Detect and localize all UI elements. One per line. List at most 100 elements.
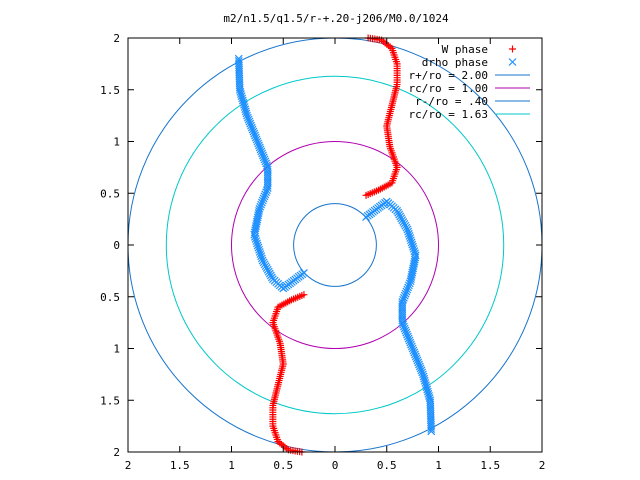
- axis-ticks: 2 1.5 1 0.5 0 0.5 1 1.5 221.510.500.511.52: [100, 32, 545, 472]
- series-1-point-94: [257, 254, 266, 263]
- series-1-point-14: [235, 85, 244, 94]
- series-1-point-86: [409, 244, 418, 253]
- series-1-point-46: [403, 330, 411, 339]
- series-1-point-48: [401, 326, 410, 335]
- series-1-point-44: [257, 147, 266, 156]
- series-1-point-39: [253, 137, 262, 146]
- series-1-point-63: [400, 293, 408, 302]
- series-1-point-40: [254, 139, 263, 148]
- series-1-point-37: [410, 348, 419, 357]
- series-1-point-85: [251, 235, 260, 243]
- series-1-point-87: [409, 242, 417, 251]
- series-1-point-15: [236, 87, 245, 96]
- series-1-point-25: [242, 109, 251, 118]
- circle-1: [231, 141, 439, 349]
- series-1-point-64: [400, 291, 409, 300]
- series-1-point-27: [418, 368, 427, 377]
- series-1-point-23: [420, 376, 429, 385]
- series-1-point-28: [417, 366, 426, 375]
- series-1-point-26: [419, 370, 427, 379]
- series-1-point-19: [238, 96, 247, 105]
- series-1-point-46: [259, 151, 267, 160]
- x-tick-label-8: 2: [539, 459, 546, 472]
- series-1-point-20: [239, 98, 248, 107]
- series-1-point-84: [411, 249, 419, 258]
- series-1-point-67: [258, 196, 267, 205]
- series-1-branch-1: [362, 197, 436, 436]
- series-1-point-91: [406, 234, 415, 243]
- series-1-point-16: [237, 90, 245, 98]
- series-0-point-88: [362, 191, 370, 199]
- series-1-point-83: [250, 230, 259, 239]
- series-1-point-31: [247, 121, 255, 130]
- series-1-point-44: [404, 334, 413, 343]
- series-1-point-41: [255, 141, 263, 150]
- series-1-point-85: [410, 247, 419, 255]
- series-1-point-22: [421, 379, 430, 387]
- legend-marker-0: [509, 45, 516, 53]
- series-1-point-64: [261, 190, 270, 199]
- series-1-point-28: [244, 115, 253, 124]
- series-1-point-90: [255, 245, 264, 254]
- series-1-point-17: [237, 92, 246, 101]
- series-1-point-34: [249, 127, 258, 136]
- series-1-point-41: [407, 340, 415, 349]
- y-tick-label-0: 2: [113, 32, 120, 45]
- series-0-point-88: [300, 291, 308, 299]
- series-1-point-66: [259, 194, 268, 203]
- series-1-point-65: [401, 289, 410, 298]
- series-1-point-86: [252, 237, 261, 246]
- series-1-point-84: [251, 232, 259, 241]
- series-1-point-69: [404, 281, 413, 290]
- series-0-branch-0: [362, 34, 401, 199]
- legend-label-5: rc/ro = 1.63: [409, 108, 488, 121]
- series-1-point-92: [256, 250, 265, 258]
- series-1-point-50: [262, 159, 271, 168]
- series-1-point-29: [245, 117, 254, 126]
- series-1-point-32: [247, 123, 256, 132]
- series-1-point-89: [407, 238, 416, 247]
- y-tick-label-3: 0.5: [100, 187, 120, 200]
- series-1-point-47: [259, 153, 268, 162]
- series-1-point-49: [261, 157, 270, 166]
- series-1-branch-0: [234, 54, 308, 293]
- series-1-point-90: [406, 236, 415, 245]
- series-1-point-45: [258, 149, 267, 158]
- series-1-point-21: [422, 381, 430, 390]
- series-1-point-24: [420, 374, 429, 383]
- series-1-point-67: [403, 285, 412, 294]
- series-1-point-37: [251, 133, 260, 142]
- x-tick-label-2: 1: [228, 459, 235, 472]
- series-1-point-61: [398, 298, 407, 306]
- x-tick-label-5: 0.5: [377, 459, 397, 472]
- series-0-branch-1: [269, 291, 308, 456]
- series-1-point-16: [425, 392, 433, 400]
- legend-label-1: drho phase: [422, 56, 488, 69]
- series-1-point-24: [241, 107, 250, 116]
- series-1-point-63: [262, 188, 270, 197]
- series-1-point-19: [423, 385, 432, 394]
- series-1-point-47: [402, 328, 411, 337]
- series-1-point-34: [412, 354, 421, 363]
- series-1-point-92: [405, 232, 414, 240]
- series-1-point-123: [362, 213, 370, 221]
- series-1-point-43: [256, 145, 265, 154]
- series-1-point-89: [254, 243, 263, 252]
- series-1-point-40: [407, 342, 416, 351]
- series-1-point-88: [253, 241, 262, 250]
- series-1-point-15: [425, 394, 434, 403]
- series-1-point-38: [409, 346, 418, 355]
- series-1-point-38: [252, 135, 261, 144]
- plot-title: m2/n1.5/q1.5/r-+.20-j206/M0.0/1024: [223, 12, 449, 25]
- series-1-point-87: [253, 239, 261, 248]
- series-1-point-91: [255, 247, 264, 256]
- series-1-point-22: [240, 103, 249, 111]
- series-1-point-65: [260, 192, 269, 201]
- series-1-point-68: [404, 283, 412, 292]
- series-1-point-18: [238, 94, 247, 103]
- circle-2: [293, 203, 377, 287]
- x-tick-label-3: 0.5: [273, 459, 293, 472]
- x-tick-label-7: 1.5: [480, 459, 500, 472]
- y-tick-label-7: 1.5: [100, 394, 120, 407]
